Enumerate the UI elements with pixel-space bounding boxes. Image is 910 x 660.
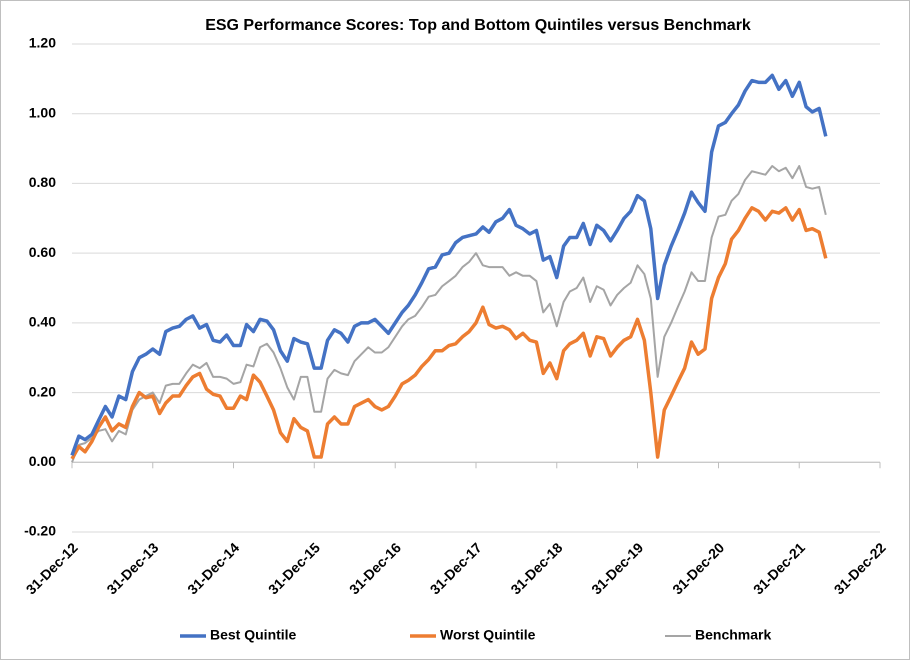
y-tick-label: -0.20 <box>24 523 56 539</box>
legend-label: Benchmark <box>695 627 771 643</box>
y-tick-label: 0.60 <box>29 244 56 260</box>
series-line <box>70 73 828 456</box>
y-tick-label: 1.20 <box>29 35 56 51</box>
series-line <box>70 206 828 460</box>
chart-title: ESG Performance Scores: Top and Bottom Q… <box>205 17 751 34</box>
y-tick-label: 1.00 <box>29 104 56 120</box>
legend-label: Best Quintile <box>210 627 297 643</box>
y-tick-label: 0.20 <box>29 383 56 399</box>
y-tick-label: 0.00 <box>29 453 56 469</box>
series-line <box>71 165 827 463</box>
legend-label: Worst Quintile <box>440 627 536 643</box>
y-tick-label: 0.80 <box>29 174 56 190</box>
y-tick-label: 0.40 <box>29 314 56 330</box>
